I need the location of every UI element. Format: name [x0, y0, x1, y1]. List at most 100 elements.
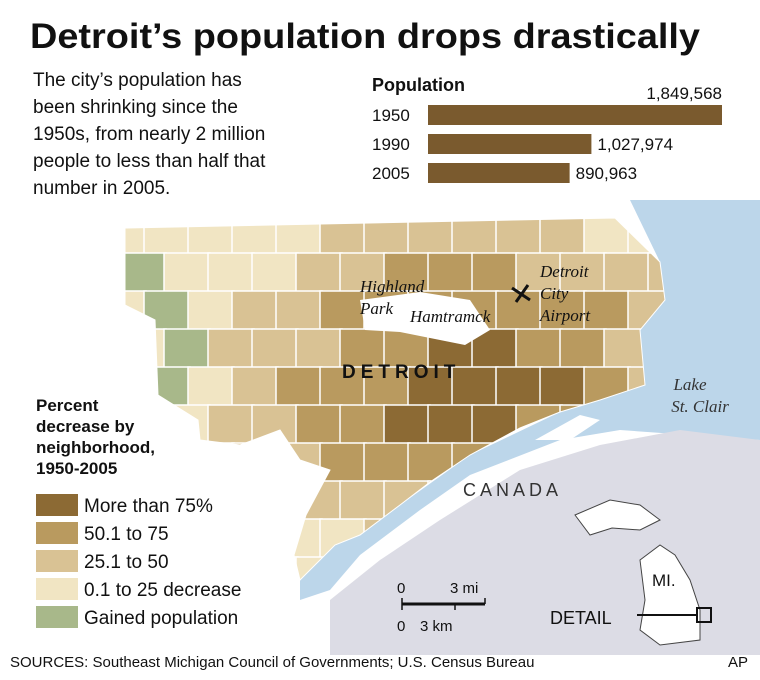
category-label: 1990	[372, 135, 410, 154]
neighborhood	[207, 328, 255, 370]
map-label: Airport	[539, 306, 591, 325]
scale-label: 0	[397, 580, 405, 597]
scale-label: 3 km	[420, 618, 453, 635]
neighborhood	[275, 218, 323, 256]
map-label: Park	[359, 299, 394, 318]
neighborhood	[187, 290, 235, 332]
neighborhood	[125, 366, 147, 408]
legend-title: neighborhood,	[36, 438, 155, 457]
neighborhood	[383, 404, 431, 446]
bar	[428, 105, 722, 125]
neighborhood	[559, 328, 607, 370]
legend-label: More than 75%	[84, 496, 213, 517]
legend-title: Percent	[36, 396, 99, 415]
neighborhood	[515, 252, 563, 294]
neighborhood	[231, 366, 279, 408]
neighborhood	[319, 218, 367, 256]
neighborhood	[583, 218, 631, 256]
map-label: Detroit	[539, 262, 590, 281]
category-label: 1950	[372, 106, 410, 125]
neighborhood	[427, 252, 475, 294]
legend-label: 0.1 to 25 decrease	[84, 580, 241, 601]
neighborhood	[207, 404, 255, 446]
neighborhood	[603, 252, 651, 294]
map-label: Highland	[359, 277, 425, 296]
neighborhood	[495, 366, 543, 408]
legend-title: 1950-2005	[36, 459, 117, 478]
description: The city’s population has been shrinking …	[33, 70, 266, 199]
enclave	[360, 292, 490, 345]
neighborhood	[251, 480, 299, 522]
legend-swatch	[36, 578, 78, 600]
neighborhood	[251, 556, 299, 580]
scale-label: 3 mi	[450, 580, 478, 597]
legend: Percent decrease by neighborhood, 1950-2005…	[36, 396, 241, 629]
neighborhood	[319, 366, 367, 408]
description-line: number in 2005.	[33, 178, 170, 199]
neighborhood	[187, 218, 235, 256]
neighborhood	[363, 442, 411, 484]
bar	[428, 134, 592, 154]
neighborhood	[275, 442, 323, 484]
legend-swatch	[36, 522, 78, 544]
neighborhood	[319, 442, 367, 484]
neighborhood	[231, 518, 279, 560]
neighborhood	[295, 480, 343, 522]
description-line: been shrinking since the	[33, 97, 238, 118]
neighborhood	[187, 442, 235, 484]
neighborhood	[251, 328, 299, 370]
neighborhood	[163, 404, 211, 446]
description-line: The city’s population has	[33, 70, 242, 91]
neighborhood	[125, 328, 167, 370]
neighborhood	[251, 252, 299, 294]
map-label: City	[540, 284, 569, 303]
neighborhood	[275, 290, 323, 332]
bar-title: Population	[372, 75, 465, 95]
value-label: 1,027,974	[597, 135, 673, 154]
scale-label: 0	[397, 618, 405, 635]
neighborhood	[251, 404, 299, 446]
neighborhood	[407, 366, 455, 408]
neighborhood	[427, 404, 475, 446]
neighborhood	[295, 404, 343, 446]
neighborhood	[295, 252, 343, 294]
island	[535, 415, 600, 440]
country-label: CANADA	[463, 480, 562, 500]
lake-label: Lake	[672, 375, 707, 394]
value-label: 890,963	[576, 164, 637, 183]
neighborhood	[125, 218, 147, 256]
legend-swatch	[36, 606, 78, 628]
neighborhood	[295, 328, 343, 370]
neighborhood	[163, 252, 211, 294]
airport-icon	[511, 284, 531, 303]
neighborhood	[231, 290, 279, 332]
neighborhood	[339, 480, 387, 522]
legend-swatch	[36, 494, 78, 516]
sources: SOURCES: Southeast Michigan Council of G…	[10, 654, 534, 671]
description-line: 1950s, from nearly 2 million	[33, 124, 265, 145]
neighborhood	[275, 366, 323, 408]
value-label: 1,849,568	[646, 84, 722, 103]
state-label: MI.	[652, 571, 676, 590]
credit: AP	[728, 654, 748, 671]
neighborhood	[383, 252, 431, 294]
city-label: DETROIT	[342, 362, 460, 383]
neighborhood	[339, 404, 387, 446]
neighborhood	[187, 518, 235, 560]
neighborhood	[583, 290, 631, 332]
neighborhood	[143, 218, 191, 256]
neighborhood	[207, 480, 255, 522]
legend-title: decrease by	[36, 417, 135, 436]
bar	[428, 163, 570, 183]
water	[300, 200, 760, 600]
neighborhood	[539, 366, 587, 408]
neighborhood	[539, 218, 587, 256]
legend-swatch	[36, 550, 78, 572]
map-label: Hamtramck	[409, 307, 491, 326]
neighborhood	[495, 218, 543, 256]
lake-label: St. Clair	[671, 397, 729, 416]
neighborhood	[471, 252, 519, 294]
neighborhood	[363, 366, 411, 408]
neighborhood	[163, 328, 211, 370]
